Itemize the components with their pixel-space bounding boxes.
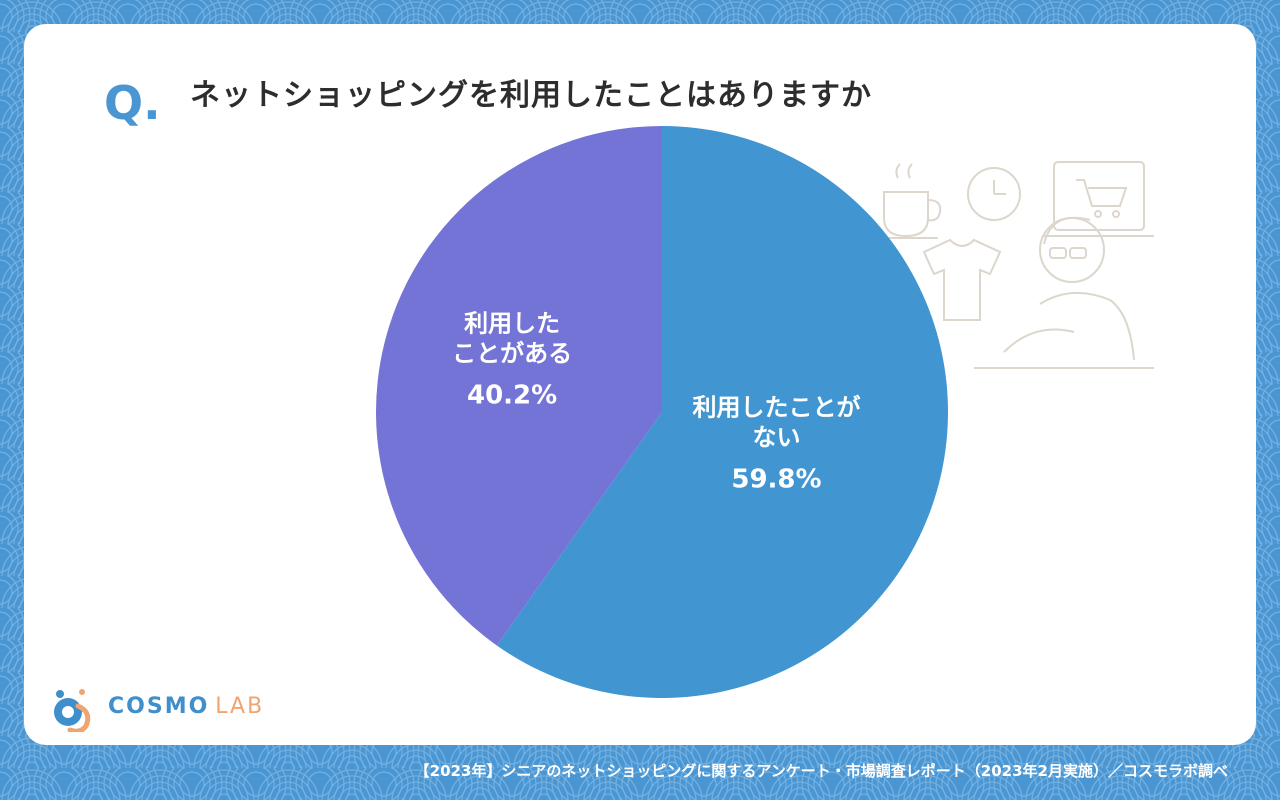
pie-slice-0-value-label: 59.8% <box>731 464 821 494</box>
pie-slice-0-label-line-1: ない <box>752 423 800 451</box>
pie-slice-1-value-label: 40.2% <box>467 380 557 410</box>
question-mark: Q. <box>104 76 161 130</box>
pie-slice-1-label-line-1: ことがある <box>452 339 572 367</box>
pie-slice-1 <box>376 126 662 646</box>
logo-suffix: LAB <box>215 694 265 719</box>
content-card: Q. ネットショッピングを利用したことはありますか 利用 <box>24 24 1256 745</box>
logo-name: COSMO <box>108 694 210 719</box>
pie-slice-0-label-line-0: 利用したことが <box>692 393 860 421</box>
pie-slice-0 <box>496 126 949 699</box>
question-title: ネットショッピングを利用したことはありますか <box>190 78 872 113</box>
pie-slice-1-label-line-0: 利用した <box>464 309 560 337</box>
logo-mark-icon <box>54 689 91 732</box>
cosmo-lab-logo: COSMO LAB <box>48 684 262 732</box>
source-footer: 【2023年】シニアのネットショッピングに関するアンケート・市場調査レポート（2… <box>414 762 1228 780</box>
logo-wordmark: COSMO LAB <box>108 694 264 719</box>
